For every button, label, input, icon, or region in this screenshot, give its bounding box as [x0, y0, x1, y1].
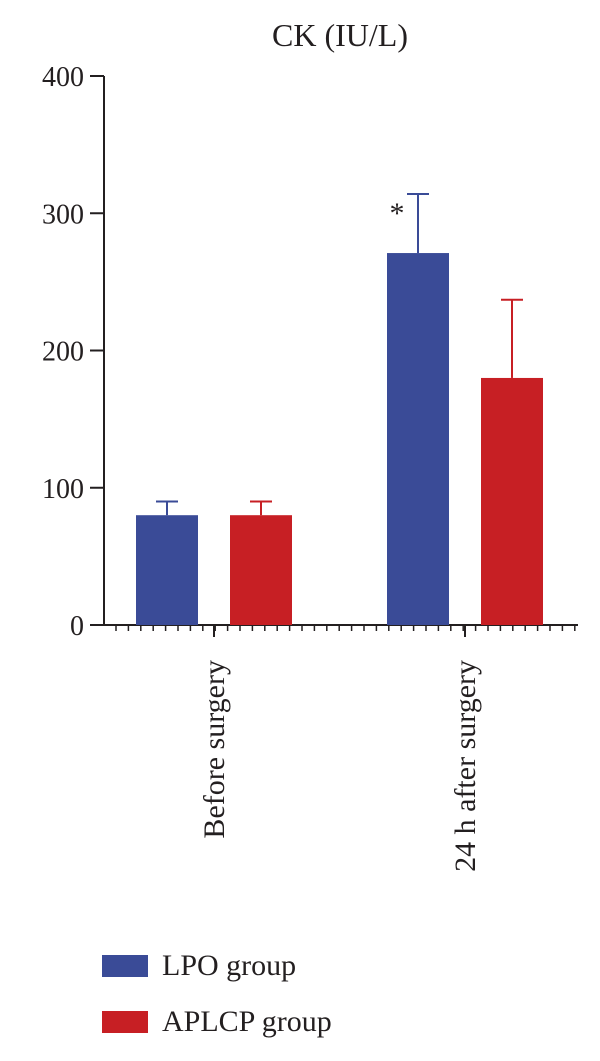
bar	[481, 377, 543, 625]
bar-chart: CK (IU/L) 0 100 200 300 400 Before surgery 24 …	[42, 17, 578, 872]
y-tick-label: 400	[42, 62, 84, 93]
legend: LPO group APLCP group	[102, 948, 332, 1060]
legend-label-lpo: LPO group	[162, 949, 297, 982]
y-tick-label: 0	[70, 611, 84, 642]
y-tick-label: 300	[42, 199, 84, 230]
y-tick-label: 100	[42, 474, 84, 505]
bar	[136, 515, 198, 625]
y-tick-label: 200	[42, 337, 84, 368]
significance-asterisk: *	[390, 197, 405, 230]
legend-item-lpo: LPO group	[102, 948, 332, 984]
legend-label-aplcp: APLCP group	[162, 1005, 332, 1038]
legend-swatch-aplcp	[102, 1011, 148, 1033]
bar	[387, 253, 449, 626]
legend-swatch-lpo	[102, 955, 148, 977]
x-tick-label: 24 h after surgery	[449, 660, 482, 872]
legend-item-aplcp: APLCP group	[102, 1004, 332, 1040]
chart-title: CK (IU/L)	[272, 17, 408, 53]
bar	[230, 515, 292, 625]
x-tick-label: Before surgery	[198, 660, 231, 839]
